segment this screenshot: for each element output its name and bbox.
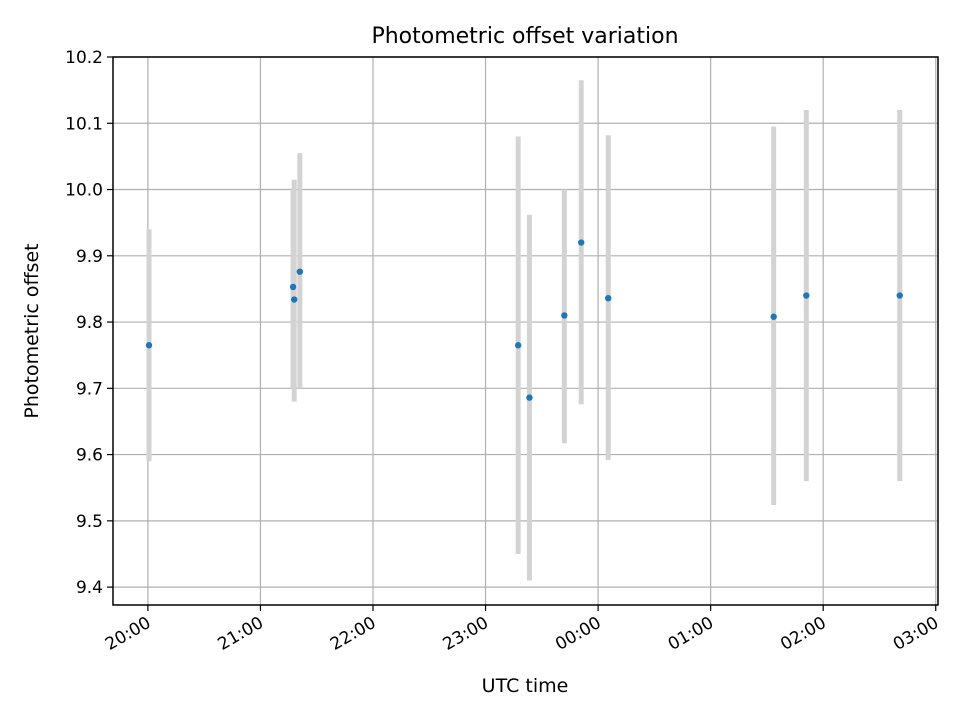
data-point	[803, 292, 810, 299]
data-point	[896, 292, 903, 299]
y-tick-label: 9.9	[76, 247, 103, 267]
y-tick-label: 9.5	[76, 512, 103, 532]
plot-frame	[112, 56, 939, 606]
y-axis-label: Photometric offset	[21, 243, 43, 418]
data-point	[526, 394, 533, 401]
data-point	[296, 268, 304, 275]
data-point	[605, 294, 612, 302]
data-point	[291, 296, 298, 303]
data-point	[561, 312, 568, 319]
y-tick-label: 10.2	[65, 48, 103, 68]
data-point	[514, 342, 522, 349]
chart-title: Photometric offset variation	[371, 24, 678, 49]
y-tick-label: 9.6	[76, 446, 103, 466]
y-tick-label: 10.0	[65, 181, 103, 201]
y-tick-label: 9.7	[76, 379, 103, 399]
data-points	[145, 239, 903, 401]
x-axis-label: UTC time	[482, 675, 569, 697]
y-axis-ticks: 9.4 9.5 9.6 9.7 9.8 9.9 10.0 10.1 10.2	[65, 48, 113, 598]
data-point	[578, 239, 585, 246]
data-point	[770, 313, 777, 320]
data-point	[289, 283, 297, 291]
y-tick-label: 10.1	[65, 114, 103, 134]
data-point	[145, 342, 153, 349]
y-tick-label: 9.4	[76, 578, 103, 598]
y-tick-label: 9.8	[76, 313, 103, 333]
